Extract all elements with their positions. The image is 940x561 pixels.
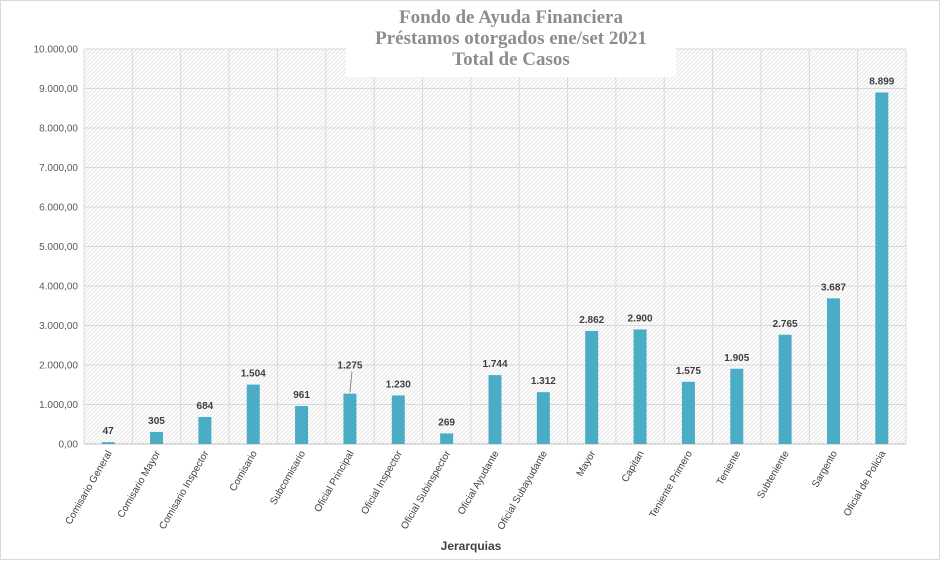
x-tick-label: Oficial Subayudante	[496, 449, 550, 532]
x-tick-label: Mayor	[575, 448, 599, 478]
data-label-leader	[349, 371, 353, 393]
bar	[343, 393, 357, 444]
bar	[198, 416, 212, 444]
data-label: 2.765	[773, 319, 798, 330]
data-label: 961	[293, 390, 310, 401]
bar	[101, 442, 115, 444]
x-tick-label: Oficial Inspector	[360, 448, 406, 516]
y-tick-label: 10.000,00	[34, 45, 79, 56]
x-tick-label: Oficial de Policia	[842, 449, 889, 519]
y-axis-ticks: 0,00 1.000,00 2.000,00 3.000,00 4.000,00 5.00…	[34, 45, 79, 451]
y-tick-label: 6.000,00	[39, 203, 78, 214]
y-tick-label: 5.000,00	[39, 242, 78, 253]
title-line-1: Fondo de Ayuda Financiera	[399, 7, 623, 28]
y-tick-label: 8.000,00	[39, 124, 78, 135]
data-label: 3.687	[821, 282, 846, 293]
bar	[778, 334, 792, 444]
x-tick-label: Comisario Mayor	[116, 448, 164, 520]
x-tick-label: Sargento	[810, 449, 840, 490]
data-label: 1.744	[482, 359, 507, 370]
title-line-3: Total de Casos	[452, 49, 570, 70]
x-tick-label: Teniente	[715, 449, 744, 488]
x-tick-label: Subcomisario	[268, 449, 308, 507]
x-tick-label: Oficial Subinspector	[399, 448, 453, 531]
data-label: 8.899	[869, 76, 894, 87]
x-axis-label: Jerarquias	[440, 539, 502, 553]
data-label: 1.275	[337, 361, 362, 372]
y-tick-label: 0,00	[59, 440, 79, 451]
data-labels: 47 305 684 1.504 961 1.275 1.230 269 1.744 1.312 2…	[103, 76, 895, 437]
bar	[391, 395, 405, 444]
bar	[488, 375, 502, 444]
y-tick-label: 3.000,00	[39, 321, 78, 332]
chart-title: Fondo de Ayuda Financiera Préstamos otor…	[346, 7, 676, 77]
data-label: 1.504	[241, 369, 266, 380]
bar	[875, 92, 889, 444]
bar	[295, 406, 309, 444]
data-label: 2.900	[628, 313, 653, 324]
x-tick-label: Teniente Primero	[648, 449, 696, 520]
bar	[150, 431, 164, 444]
bar	[536, 392, 550, 444]
x-tick-label: Oficial Ayudante	[456, 449, 502, 517]
bar	[730, 368, 744, 444]
data-label: 269	[438, 417, 455, 428]
bar	[246, 384, 260, 444]
bars	[101, 92, 889, 444]
y-tick-label: 7.000,00	[39, 163, 78, 174]
bar	[633, 329, 647, 444]
x-tick-label: Subteniente	[755, 449, 791, 501]
data-label: 2.862	[579, 315, 604, 326]
data-label: 1.575	[676, 366, 701, 377]
data-label: 1.230	[386, 379, 411, 390]
data-label: 1.312	[531, 376, 556, 387]
bar	[585, 330, 599, 444]
x-axis-ticks: Comisario General Comisario MayorComisari…	[64, 448, 889, 532]
x-tick-label: Comisario	[228, 449, 260, 494]
x-tick-label: Comisario General	[64, 449, 115, 527]
data-label: 1.905	[724, 353, 749, 364]
title-line-2: Préstamos otorgados ene/set 2021	[375, 28, 647, 49]
bar	[440, 433, 454, 444]
data-label: 305	[148, 416, 165, 427]
x-tick-label: Oficial Principal	[313, 449, 357, 514]
bar	[826, 298, 840, 444]
y-tick-label: 1.000,00	[39, 400, 78, 411]
bar	[681, 381, 695, 444]
y-tick-label: 4.000,00	[39, 282, 78, 293]
data-label: 47	[103, 426, 115, 437]
x-tick-label: Comisario Inspector	[157, 448, 211, 531]
data-label: 684	[197, 401, 214, 412]
x-tick-label: Capitan	[620, 449, 647, 484]
y-tick-label: 2.000,00	[39, 361, 78, 372]
y-tick-label: 9.000,00	[39, 84, 78, 95]
